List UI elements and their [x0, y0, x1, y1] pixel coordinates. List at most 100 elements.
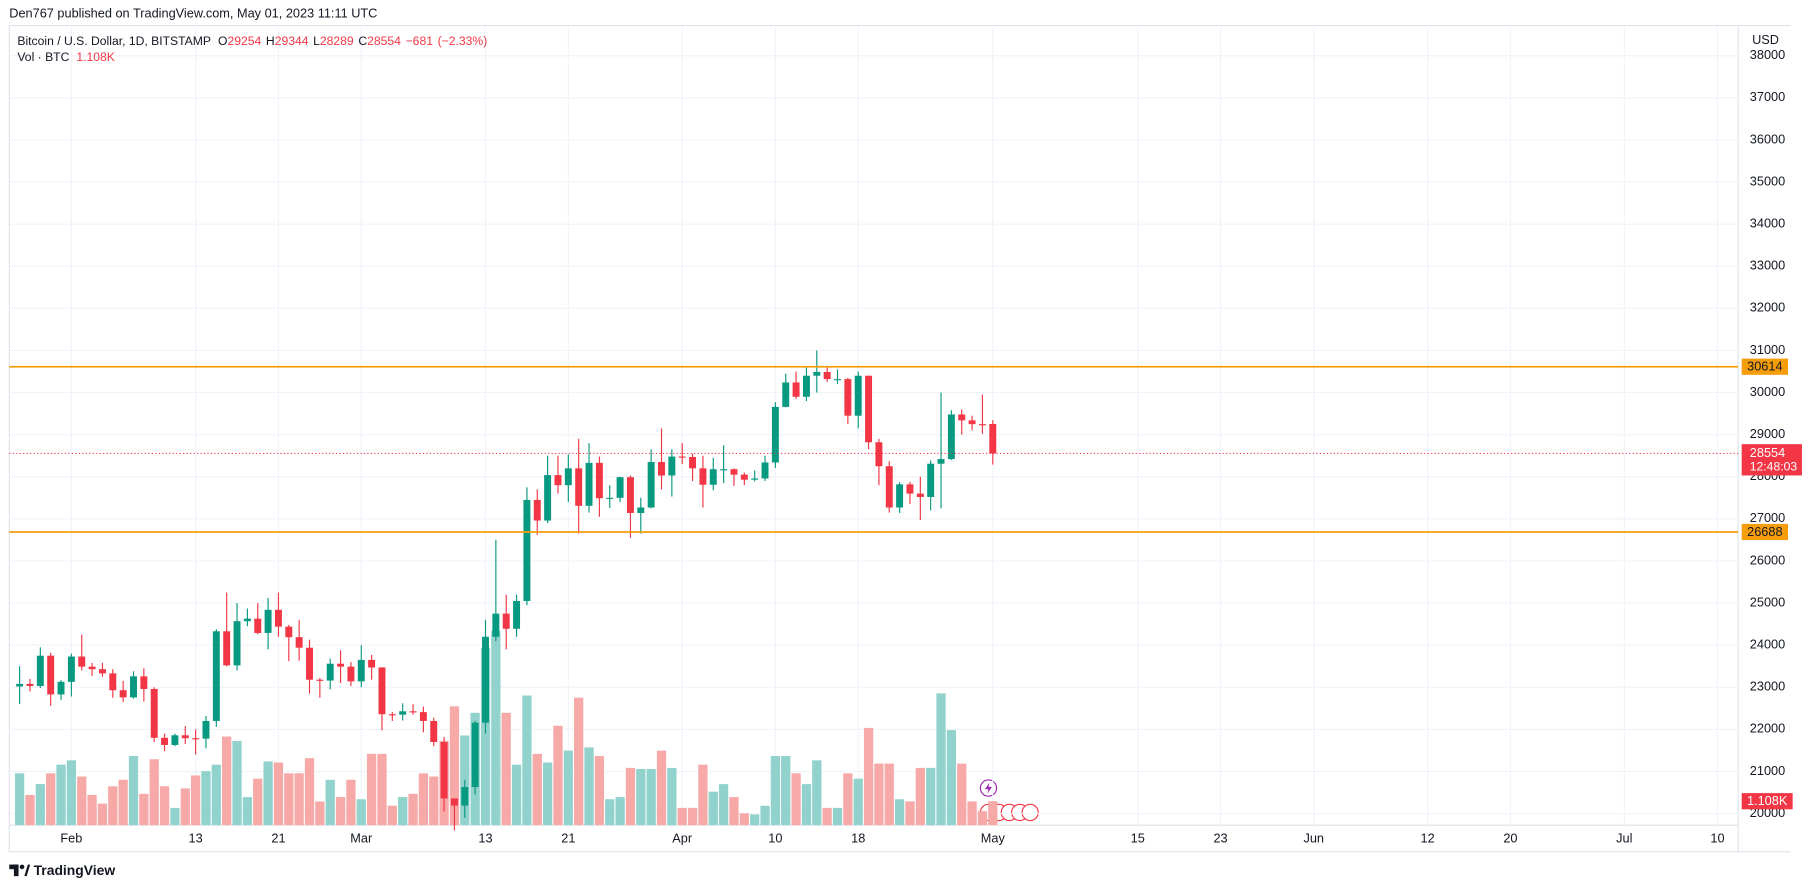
candle-body [47, 655, 55, 695]
y-unit: USD [1752, 32, 1779, 47]
volume-bar [957, 763, 967, 826]
candle-body [233, 621, 241, 666]
logo-shape [19, 864, 25, 870]
candle-body [36, 655, 44, 687]
candle-body [637, 507, 645, 513]
volume-bar [387, 805, 397, 826]
candle-body [813, 371, 821, 376]
volume-bar [656, 750, 667, 826]
volume-bar [729, 797, 739, 826]
candle-body [823, 371, 831, 380]
candle-body [720, 469, 728, 471]
y-tick-label: 26000 [1750, 552, 1785, 567]
candle-body [399, 711, 407, 715]
candle-body [98, 669, 106, 674]
y-tick-label: 30000 [1750, 384, 1785, 399]
candle-body [678, 456, 686, 458]
candle-body [368, 659, 376, 668]
volume-bar [812, 760, 822, 826]
y-tick-label: 24000 [1750, 637, 1785, 652]
volume-bar [128, 756, 139, 826]
volume-bar [429, 776, 439, 826]
candle-body [927, 463, 935, 497]
x-tick-label: Jun [1303, 830, 1324, 845]
candle-body [181, 735, 189, 739]
volume-bar [139, 793, 149, 826]
x-tick-label: 20 [1503, 830, 1517, 845]
candle-body [326, 663, 334, 681]
candle-body [689, 456, 697, 469]
candle-body [513, 600, 521, 629]
candle-body [626, 477, 634, 513]
y-tick-label: 25000 [1750, 594, 1785, 609]
candle-body [26, 683, 34, 687]
candle-body [740, 474, 748, 480]
candle-body [792, 382, 800, 397]
candle-body [606, 497, 614, 499]
candle-body [751, 478, 759, 480]
volume-bar [822, 807, 832, 826]
volume-bar [480, 647, 491, 826]
candle-body [771, 406, 779, 463]
volume-bar [615, 797, 625, 826]
volume-bar [211, 764, 221, 826]
candle-body [978, 424, 986, 426]
volume-bar [263, 761, 273, 826]
volume-bar [967, 801, 977, 826]
volume-bar [667, 767, 677, 826]
candle-body [761, 462, 769, 479]
candle-body [668, 456, 676, 476]
volume-bar [66, 760, 77, 826]
y-tick-label: 22000 [1750, 721, 1785, 736]
candle-body [161, 737, 169, 745]
candle-body [347, 666, 355, 682]
volume-bar [294, 773, 304, 826]
volume-bar [791, 773, 801, 826]
y-tick-label: 21000 [1750, 763, 1785, 778]
x-tick-label: 10 [1710, 830, 1724, 845]
candle-body [782, 382, 790, 407]
volume-bar [284, 773, 294, 826]
volume-bar [894, 799, 905, 826]
candle-body [896, 484, 904, 508]
logo-shape [24, 864, 31, 877]
volume-bars [14, 630, 998, 826]
x-tick-label: Mar [350, 830, 373, 845]
candle-body [544, 475, 552, 521]
volume-bar [501, 712, 511, 826]
legend-value: 29254 [227, 34, 261, 48]
candle-body [78, 656, 86, 667]
x-tick-label: 21 [561, 830, 575, 845]
volume-bar [222, 736, 232, 826]
candle-body [440, 742, 448, 799]
candle-body [285, 626, 293, 638]
y-tick-label: 27000 [1750, 510, 1785, 525]
candle-body [709, 469, 717, 485]
legend-change-pct: (−2.33%) [438, 34, 488, 48]
candle-body [450, 798, 458, 806]
volume-bar [304, 758, 315, 826]
y-tick-label: 33000 [1750, 258, 1785, 273]
volume-bar [636, 768, 646, 826]
event-icon [1021, 803, 1039, 822]
volume-bar [687, 807, 698, 826]
volume-bar [35, 784, 45, 826]
candle-body [482, 636, 489, 723]
candle-body [647, 462, 655, 508]
y-tick-label: 23000 [1750, 679, 1785, 694]
x-tick-label: 23 [1213, 830, 1227, 845]
legend-title: Bitcoin / U.S. Dollar, 1D, BITSTAMP [17, 34, 211, 48]
volume-bar [781, 756, 791, 826]
candle-body [492, 613, 500, 637]
volume-bar [884, 763, 894, 826]
candle-body [119, 690, 127, 698]
candle-body [875, 442, 883, 467]
y-tick-label: 29000 [1750, 426, 1785, 441]
volume-bar [511, 764, 522, 826]
candle-body [306, 647, 313, 680]
candle-body [264, 609, 272, 633]
volume-bar [801, 784, 812, 826]
